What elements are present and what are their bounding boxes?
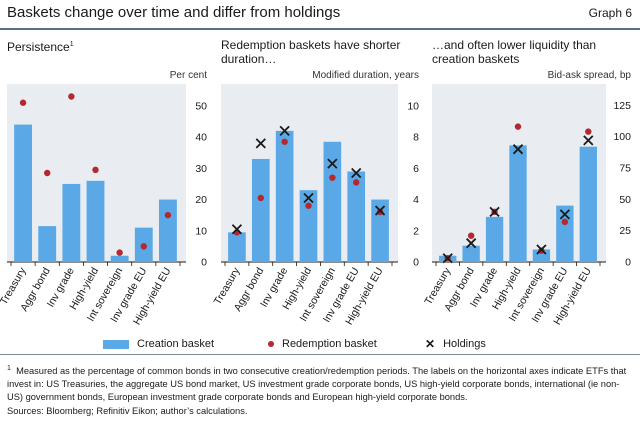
- panel-2-redemption-point: [257, 194, 264, 202]
- panel-1-bar: [38, 226, 57, 262]
- panel-2-holdings-point: [351, 167, 362, 179]
- panel-2-holdings-point: [327, 158, 338, 169]
- sources: Sources: Bloomberg; Refinitiv Eikon; aut…: [7, 406, 248, 416]
- panel-3-ytick-label: 25: [619, 225, 631, 237]
- panel-3-holdings-point: [512, 144, 524, 155]
- legend-holdings: ✕ Holdings: [425, 338, 486, 350]
- footnote: 1 Measured as the percentage of common b…: [7, 362, 633, 404]
- panel-3-redemption-point: [467, 232, 475, 239]
- panel-3-redemption-point: [585, 128, 592, 135]
- panel-3-ytick-label: 100: [613, 131, 631, 143]
- legend-creation-swatch: [103, 339, 129, 349]
- panel-1-ytick-label: 40: [195, 132, 207, 144]
- panel-2-ytick-label: 2: [413, 225, 419, 237]
- panel-3-unit-label: Bid-ask spread, bp: [548, 70, 632, 81]
- panel-1-ytick-label: 30: [195, 163, 207, 175]
- footnote-marker: 1: [7, 365, 11, 372]
- panel-3-bar: [579, 146, 597, 262]
- legend-redemption: Redemption basket: [268, 338, 377, 350]
- panel-1-redemption-point: [68, 93, 75, 100]
- panel-3-bar: [485, 216, 504, 262]
- panel-3-ytick-label: 50: [619, 194, 631, 206]
- panel-2-redemption-point: [305, 202, 312, 209]
- panel-3-holdings-point: [442, 253, 453, 264]
- panel-1-bar: [86, 180, 105, 262]
- panel-2-bar: [251, 158, 270, 262]
- panel-2-bar: [323, 141, 342, 262]
- panel-2-bar: [371, 199, 389, 262]
- panel-1-bar: [62, 183, 81, 262]
- panel-2-bar: [299, 190, 318, 262]
- panel-1-redemption-point: [44, 169, 51, 177]
- panel-3-title: …and often lower liquidity than creation…: [432, 38, 597, 66]
- panel-1-redemption-point: [19, 99, 27, 106]
- panel-1-bar: [14, 124, 33, 262]
- panel-1-redemption-point: [92, 166, 99, 174]
- panel-2-holdings-point: [255, 138, 266, 149]
- panel-2-holdings-point: [279, 125, 290, 136]
- panel-2-holdings-point: [374, 205, 386, 216]
- panel-3-ytick-label: 125: [613, 100, 631, 112]
- panel-2-unit-label: Modified duration, years: [312, 70, 419, 81]
- panel-2-redemption-point: [281, 138, 288, 145]
- panel-2-bar: [275, 130, 294, 262]
- panel-2-redemption-point: [329, 174, 336, 181]
- panel-3-holdings-point: [536, 244, 547, 255]
- panel-1-bar: [158, 199, 177, 262]
- panel-3-holdings-point: [489, 206, 500, 217]
- legend-holdings-marker: ✕: [425, 337, 436, 351]
- legend-creation-label: Creation basket: [137, 338, 215, 350]
- panel-2-ytick-label: 6: [413, 163, 419, 175]
- panel-3-ytick-label: 0: [625, 257, 631, 269]
- panel-2-title: Redemption baskets have shorter duration…: [221, 38, 401, 66]
- panel-1-redemption-point: [164, 211, 172, 219]
- panel-3-redemption-point: [561, 218, 569, 226]
- panel-2-bar: [347, 171, 366, 262]
- top-rule: [0, 28, 640, 30]
- panel-2-holdings-point: [231, 224, 243, 235]
- panel-2-ytick-label: 10: [407, 100, 419, 112]
- panel-1-ytick-label: 50: [195, 100, 207, 112]
- panel-1-ytick-label: 10: [195, 225, 207, 237]
- legend-redemption-label: Redemption basket: [282, 338, 377, 350]
- legend-creation: Creation basket: [103, 338, 214, 350]
- footer-rule: [0, 354, 640, 355]
- panel-3-holdings-point: [583, 135, 594, 146]
- legend-redemption-marker: [268, 341, 274, 347]
- panel-2-redemption-point: [376, 208, 384, 216]
- panel-1-ytick-label: 0: [201, 257, 207, 269]
- footnote-text: Measured as the percentage of common bon…: [7, 366, 627, 403]
- panel-1-bar: [110, 255, 129, 262]
- panel-1-redemption-point: [116, 249, 123, 256]
- panel-2-ytick-label: 8: [413, 132, 419, 144]
- panel-3-bar: [509, 145, 527, 262]
- panel-3-ytick-label: 75: [619, 162, 631, 174]
- panel-1-unit-label: Per cent: [170, 70, 207, 81]
- panel-2-ytick-label: 0: [413, 257, 419, 269]
- panel-1-redemption-point: [140, 243, 147, 250]
- panel-3-holdings-point: [466, 238, 477, 249]
- panel-2-ytick-label: 4: [413, 194, 419, 206]
- chart-title: Baskets change over time and differ from…: [7, 4, 341, 21]
- panel-1-ytick-label: 20: [195, 194, 207, 206]
- panel-3-redemption-point: [514, 123, 522, 130]
- graph-number: Graph 6: [588, 6, 632, 20]
- panel-3-bar: [462, 245, 480, 262]
- panel-2-holdings-point: [303, 192, 314, 204]
- legend-holdings-label: Holdings: [443, 338, 486, 350]
- panel-3-bar: [556, 205, 574, 262]
- panel-2-redemption-point: [353, 179, 360, 186]
- panel-3-holdings-point: [559, 209, 570, 220]
- panel-2-bar: [228, 232, 246, 262]
- panel-1-title: Persistence1: [7, 40, 74, 54]
